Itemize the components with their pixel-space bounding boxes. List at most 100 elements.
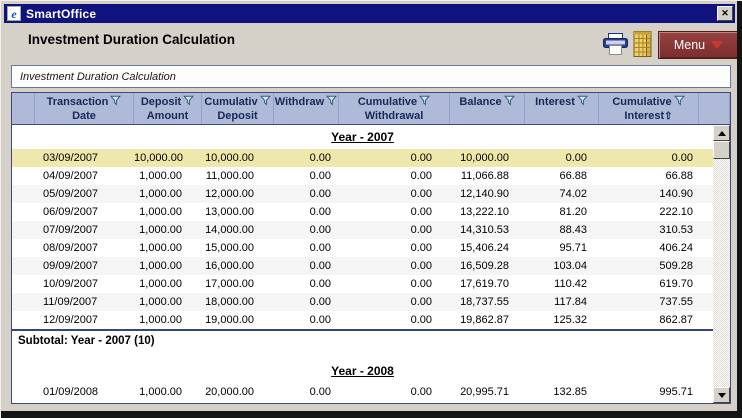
column-header[interactable]: TransactionDate bbox=[35, 93, 134, 124]
table-row[interactable]: 06/09/20071,000.0013,000.000.000.0013,22… bbox=[12, 203, 713, 221]
table-cell: 05/09/2007 bbox=[35, 188, 134, 200]
column-header[interactable]: CumulativDeposit bbox=[202, 93, 274, 124]
close-button[interactable]: ✕ bbox=[717, 6, 733, 21]
breadcrumb-label: Investment Duration Calculation bbox=[20, 71, 176, 83]
table-cell: 103.04 bbox=[525, 260, 599, 272]
table-cell: 12,140.90 bbox=[450, 188, 525, 200]
table-row[interactable]: 10/09/20071,000.0017,000.000.000.0017,61… bbox=[12, 275, 713, 293]
menu-button[interactable]: Menu bbox=[658, 31, 739, 59]
column-header-label-line2: Date bbox=[72, 110, 96, 123]
investment-table: TransactionDateDepositAmountCumulativDep… bbox=[11, 92, 731, 404]
table-cell: 619.70 bbox=[599, 278, 699, 290]
table-cell: 18,000.00 bbox=[202, 296, 274, 308]
table-cell: 13,000.00 bbox=[202, 206, 274, 218]
filter-funnel-icon[interactable] bbox=[674, 95, 685, 110]
table-cell: 81.20 bbox=[525, 206, 599, 218]
table-cell: 11,066.88 bbox=[450, 170, 525, 182]
table-cell: 0.00 bbox=[339, 260, 450, 272]
filter-funnel-icon[interactable] bbox=[577, 95, 588, 110]
table-cell: 11,000.00 bbox=[202, 170, 274, 182]
column-header[interactable]: Interest bbox=[525, 93, 599, 124]
column-header-label: Transaction bbox=[47, 96, 109, 109]
print-button[interactable] bbox=[602, 32, 629, 57]
column-header-label: Interest bbox=[535, 96, 575, 109]
table-row[interactable]: 11/09/20071,000.0018,000.000.000.0018,73… bbox=[12, 293, 713, 311]
table-cell: 10,000.00 bbox=[134, 152, 202, 164]
table-cell: 0.00 bbox=[339, 278, 450, 290]
table-cell: 1,000.00 bbox=[134, 206, 202, 218]
table-cell: 04/09/2007 bbox=[35, 170, 134, 182]
table-cell: 0.00 bbox=[339, 152, 450, 164]
table-cell: 1,000.00 bbox=[134, 170, 202, 182]
filter-funnel-icon[interactable] bbox=[183, 95, 194, 110]
column-header bbox=[699, 93, 730, 124]
table-cell: 09/09/2007 bbox=[35, 260, 134, 272]
column-header[interactable]: Balance bbox=[450, 93, 525, 124]
table-cell: 88.43 bbox=[525, 224, 599, 236]
table-cell: 15,406.24 bbox=[450, 242, 525, 254]
table-row[interactable]: 04/09/20071,000.0011,000.000.000.0011,06… bbox=[12, 167, 713, 185]
section-spacer bbox=[12, 351, 713, 359]
window-title: SmartOffice bbox=[26, 7, 96, 21]
table-row[interactable]: 01/09/20081,000.0020,000.000.000.0020,99… bbox=[12, 383, 713, 401]
column-header-label: Balance bbox=[459, 96, 501, 109]
column-header-label: Cumulative bbox=[612, 96, 671, 109]
table-cell: 03/09/2007 bbox=[35, 152, 134, 164]
table-cell: 08/09/2007 bbox=[35, 242, 134, 254]
table-cell: 01/09/2008 bbox=[35, 386, 134, 398]
filter-funnel-icon[interactable] bbox=[260, 95, 271, 110]
table-cell: 10,000.00 bbox=[450, 152, 525, 164]
table-cell: 862.87 bbox=[599, 314, 699, 326]
table-cell: 06/09/2007 bbox=[35, 206, 134, 218]
scrollbar-thumb[interactable] bbox=[713, 141, 730, 159]
table-cell: 0.00 bbox=[274, 170, 339, 182]
filter-funnel-icon[interactable] bbox=[326, 95, 337, 110]
table-cell: 17,000.00 bbox=[202, 278, 274, 290]
table-row[interactable]: 12/09/20071,000.0019,000.000.000.0019,86… bbox=[12, 311, 713, 329]
filter-funnel-icon[interactable] bbox=[110, 95, 121, 110]
table-cell: 0.00 bbox=[274, 188, 339, 200]
table-cell: 1,000.00 bbox=[134, 296, 202, 308]
table-cell: 0.00 bbox=[339, 242, 450, 254]
table-cell: 0.00 bbox=[274, 242, 339, 254]
table-cell: 0.00 bbox=[274, 296, 339, 308]
table-row[interactable]: 05/09/20071,000.0012,000.000.000.0012,14… bbox=[12, 185, 713, 203]
table-cell: 19,862.87 bbox=[450, 314, 525, 326]
spreadsheet-button[interactable] bbox=[633, 30, 652, 58]
filter-funnel-icon[interactable] bbox=[419, 95, 430, 110]
table-cell: 19,000.00 bbox=[202, 314, 274, 326]
table-header-row: TransactionDateDepositAmountCumulativDep… bbox=[12, 93, 730, 125]
table-cell: 0.00 bbox=[274, 224, 339, 236]
table-cell: 1,000.00 bbox=[134, 188, 202, 200]
table-cell: 737.55 bbox=[599, 296, 699, 308]
window-bottom-edge bbox=[1, 411, 742, 418]
table-cell: 0.00 bbox=[339, 188, 450, 200]
table-row[interactable]: 07/09/20071,000.0014,000.000.000.0014,31… bbox=[12, 221, 713, 239]
filter-funnel-icon[interactable] bbox=[504, 95, 515, 110]
table-cell: 0.00 bbox=[599, 152, 699, 164]
scroll-up-icon bbox=[718, 131, 726, 136]
table-row[interactable]: 03/09/200710,000.0010,000.000.000.0010,0… bbox=[12, 149, 713, 167]
scroll-down-button[interactable] bbox=[713, 387, 730, 403]
vertical-scrollbar[interactable] bbox=[713, 125, 730, 403]
column-header[interactable]: CumulativeInterest⇧ bbox=[599, 93, 699, 124]
column-header-label: Cumulative bbox=[358, 96, 417, 109]
window-right-edge bbox=[737, 1, 742, 418]
table-cell: 406.24 bbox=[599, 242, 699, 254]
table-cell: 132.85 bbox=[525, 386, 599, 398]
column-header-label-line2: Amount bbox=[147, 110, 189, 123]
table-cell: 16,509.28 bbox=[450, 260, 525, 272]
table-cell: 18,737.55 bbox=[450, 296, 525, 308]
table-cell: 1,000.00 bbox=[134, 242, 202, 254]
table-cell: 12,000.00 bbox=[202, 188, 274, 200]
column-header[interactable]: Withdraw bbox=[274, 93, 339, 124]
table-row[interactable]: 09/09/20071,000.0016,000.000.000.0016,50… bbox=[12, 257, 713, 275]
scroll-up-button[interactable] bbox=[713, 125, 730, 141]
column-header-label-line2: Deposit bbox=[217, 110, 257, 123]
table-cell: 07/09/2007 bbox=[35, 224, 134, 236]
column-header[interactable]: DepositAmount bbox=[134, 93, 202, 124]
year-group-header: Year - 2007 bbox=[12, 125, 713, 149]
table-row[interactable]: 08/09/20071,000.0015,000.000.000.0015,40… bbox=[12, 239, 713, 257]
table-cell: 20,995.71 bbox=[450, 386, 525, 398]
column-header[interactable]: CumulativeWithdrawal bbox=[339, 93, 450, 124]
